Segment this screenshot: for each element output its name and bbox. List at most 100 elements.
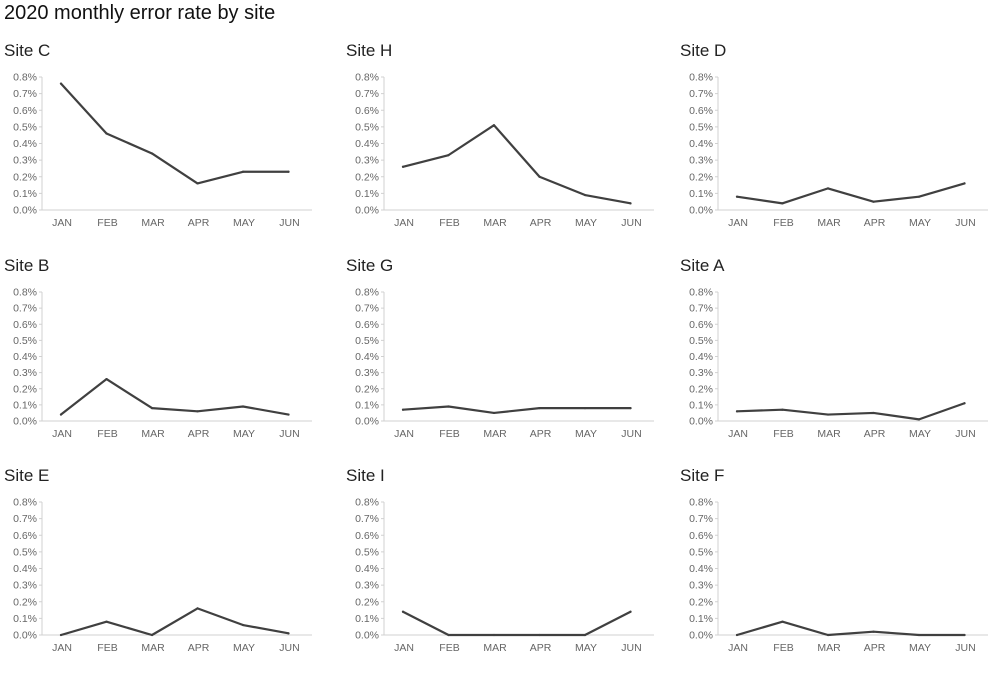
y-tick-label: 0.8% (355, 72, 379, 84)
y-tick-label: 0.2% (13, 171, 37, 183)
y-tick-label: 0.7% (13, 303, 37, 315)
data-point (196, 410, 199, 413)
x-tick-label: JUN (279, 642, 299, 654)
y-tick-label: 0.4% (13, 351, 37, 363)
x-tick-label: MAR (817, 428, 841, 440)
chart-title: Site E (4, 466, 50, 485)
x-tick-label: MAR (141, 642, 165, 654)
y-tick-label: 0.7% (355, 513, 379, 525)
data-point (401, 165, 405, 168)
x-tick-label: JAN (52, 217, 72, 229)
data-point (105, 377, 108, 381)
line-chart: 0.0% 0.1% 0.2% 0.3% 0.4% 0.5% 0.6% 0.7% 0.8% JAN F… (13, 72, 312, 229)
chart-panel: Site E 0.0% 0.1% 0.2% 0.3% 0.4% 0.5% 0.6% 0.7% 0.… (4, 465, 324, 675)
y-tick-label: 0.1% (355, 613, 379, 625)
line-chart: 0.0% 0.1% 0.2% 0.3% 0.4% 0.5% 0.6% 0.7% 0.8% JAN F… (355, 287, 654, 440)
data-point (872, 411, 875, 415)
x-tick-label: APR (188, 428, 210, 440)
y-tick-label: 0.0% (355, 630, 379, 642)
x-tick-label: FEB (439, 217, 459, 229)
y-tick-label: 0.8% (13, 72, 37, 84)
y-tick-label: 0.8% (355, 497, 379, 509)
y-tick-label: 0.5% (689, 335, 713, 347)
series-line (735, 402, 966, 421)
y-tick-label: 0.7% (689, 88, 713, 100)
y-tick-label: 0.7% (355, 88, 379, 100)
data-point (287, 413, 290, 416)
data-point (150, 633, 154, 637)
y-tick-label: 0.1% (689, 613, 713, 625)
y-tick-label: 0.4% (355, 563, 379, 575)
y-tick-label: 0.2% (689, 383, 713, 395)
x-tick-label: FEB (773, 217, 793, 229)
y-tick-label: 0.2% (689, 596, 713, 608)
y-tick-label: 0.6% (355, 530, 379, 542)
y-tick-label: 0.1% (689, 399, 713, 411)
y-tick-label: 0.8% (689, 72, 713, 84)
chart-panel: Site D 0.0% 0.1% 0.2% 0.3% 0.4% 0.5% 0.6% 0.7% 0.… (680, 40, 1000, 250)
x-tick-label: MAY (575, 217, 597, 229)
x-tick-label: MAR (483, 217, 507, 229)
data-point (538, 175, 541, 178)
y-tick-label: 0.8% (355, 287, 379, 299)
y-tick-label: 0.2% (689, 171, 713, 183)
data-point (735, 410, 739, 413)
y-tick-label: 0.6% (355, 319, 379, 331)
data-point (583, 633, 587, 637)
y-tick-label: 0.3% (355, 580, 379, 592)
data-point (917, 633, 921, 637)
x-tick-label: APR (530, 428, 552, 440)
y-tick-label: 0.7% (355, 303, 379, 315)
y-tick-label: 0.2% (355, 383, 379, 395)
x-tick-label: MAR (483, 642, 507, 654)
x-tick-label: MAY (909, 217, 931, 229)
line-chart: 0.0% 0.1% 0.2% 0.3% 0.4% 0.5% 0.6% 0.7% 0.8% JAN F… (13, 497, 312, 654)
data-point (917, 418, 921, 421)
y-tick-label: 0.8% (13, 497, 37, 509)
data-point (583, 193, 587, 197)
data-point (287, 170, 290, 173)
data-point (196, 607, 199, 610)
x-tick-label: MAY (909, 428, 931, 440)
chart-title: Site A (680, 256, 725, 275)
x-tick-label: JUN (955, 642, 975, 654)
x-tick-label: MAY (233, 428, 255, 440)
y-tick-label: 0.4% (355, 138, 379, 150)
data-point (447, 633, 450, 637)
chart-title: Site I (346, 466, 385, 485)
x-tick-label: MAR (141, 428, 165, 440)
y-tick-label: 0.4% (355, 351, 379, 363)
data-point (781, 202, 784, 205)
x-tick-label: JUN (621, 217, 641, 229)
x-tick-label: APR (864, 428, 886, 440)
y-tick-label: 0.0% (13, 205, 37, 217)
y-tick-label: 0.2% (355, 596, 379, 608)
data-point (447, 154, 450, 157)
y-tick-label: 0.0% (355, 416, 379, 428)
x-tick-label: FEB (97, 428, 117, 440)
x-tick-label: JUN (621, 428, 641, 440)
data-point (629, 610, 632, 613)
y-tick-label: 0.1% (355, 188, 379, 200)
line-chart: 0.0% 0.1% 0.2% 0.3% 0.4% 0.5% 0.6% 0.7% 0.8% JAN F… (13, 287, 312, 440)
line-chart: 0.0% 0.1% 0.2% 0.3% 0.4% 0.5% 0.6% 0.7% 0.8% JAN F… (355, 497, 654, 654)
y-tick-label: 0.3% (13, 580, 37, 592)
x-tick-label: JAN (52, 642, 72, 654)
x-tick-label: JUN (955, 428, 975, 440)
y-tick-label: 0.3% (355, 367, 379, 379)
x-tick-label: FEB (439, 428, 459, 440)
chart-panel: Site A 0.0% 0.1% 0.2% 0.3% 0.4% 0.5% 0.6% 0.7% 0.… (680, 255, 1000, 465)
data-point (629, 202, 632, 205)
x-tick-label: JAN (728, 642, 748, 654)
y-tick-label: 0.1% (355, 399, 379, 411)
x-tick-label: FEB (773, 642, 793, 654)
data-point (150, 407, 154, 410)
data-point (196, 182, 199, 185)
y-tick-label: 0.7% (13, 513, 37, 525)
data-point (59, 633, 63, 637)
series-line (401, 124, 632, 205)
x-tick-label: MAR (817, 642, 841, 654)
line-chart: 0.0% 0.1% 0.2% 0.3% 0.4% 0.5% 0.6% 0.7% 0.8% JAN F… (355, 72, 654, 229)
y-tick-label: 0.5% (355, 121, 379, 133)
y-tick-label: 0.5% (13, 546, 37, 558)
